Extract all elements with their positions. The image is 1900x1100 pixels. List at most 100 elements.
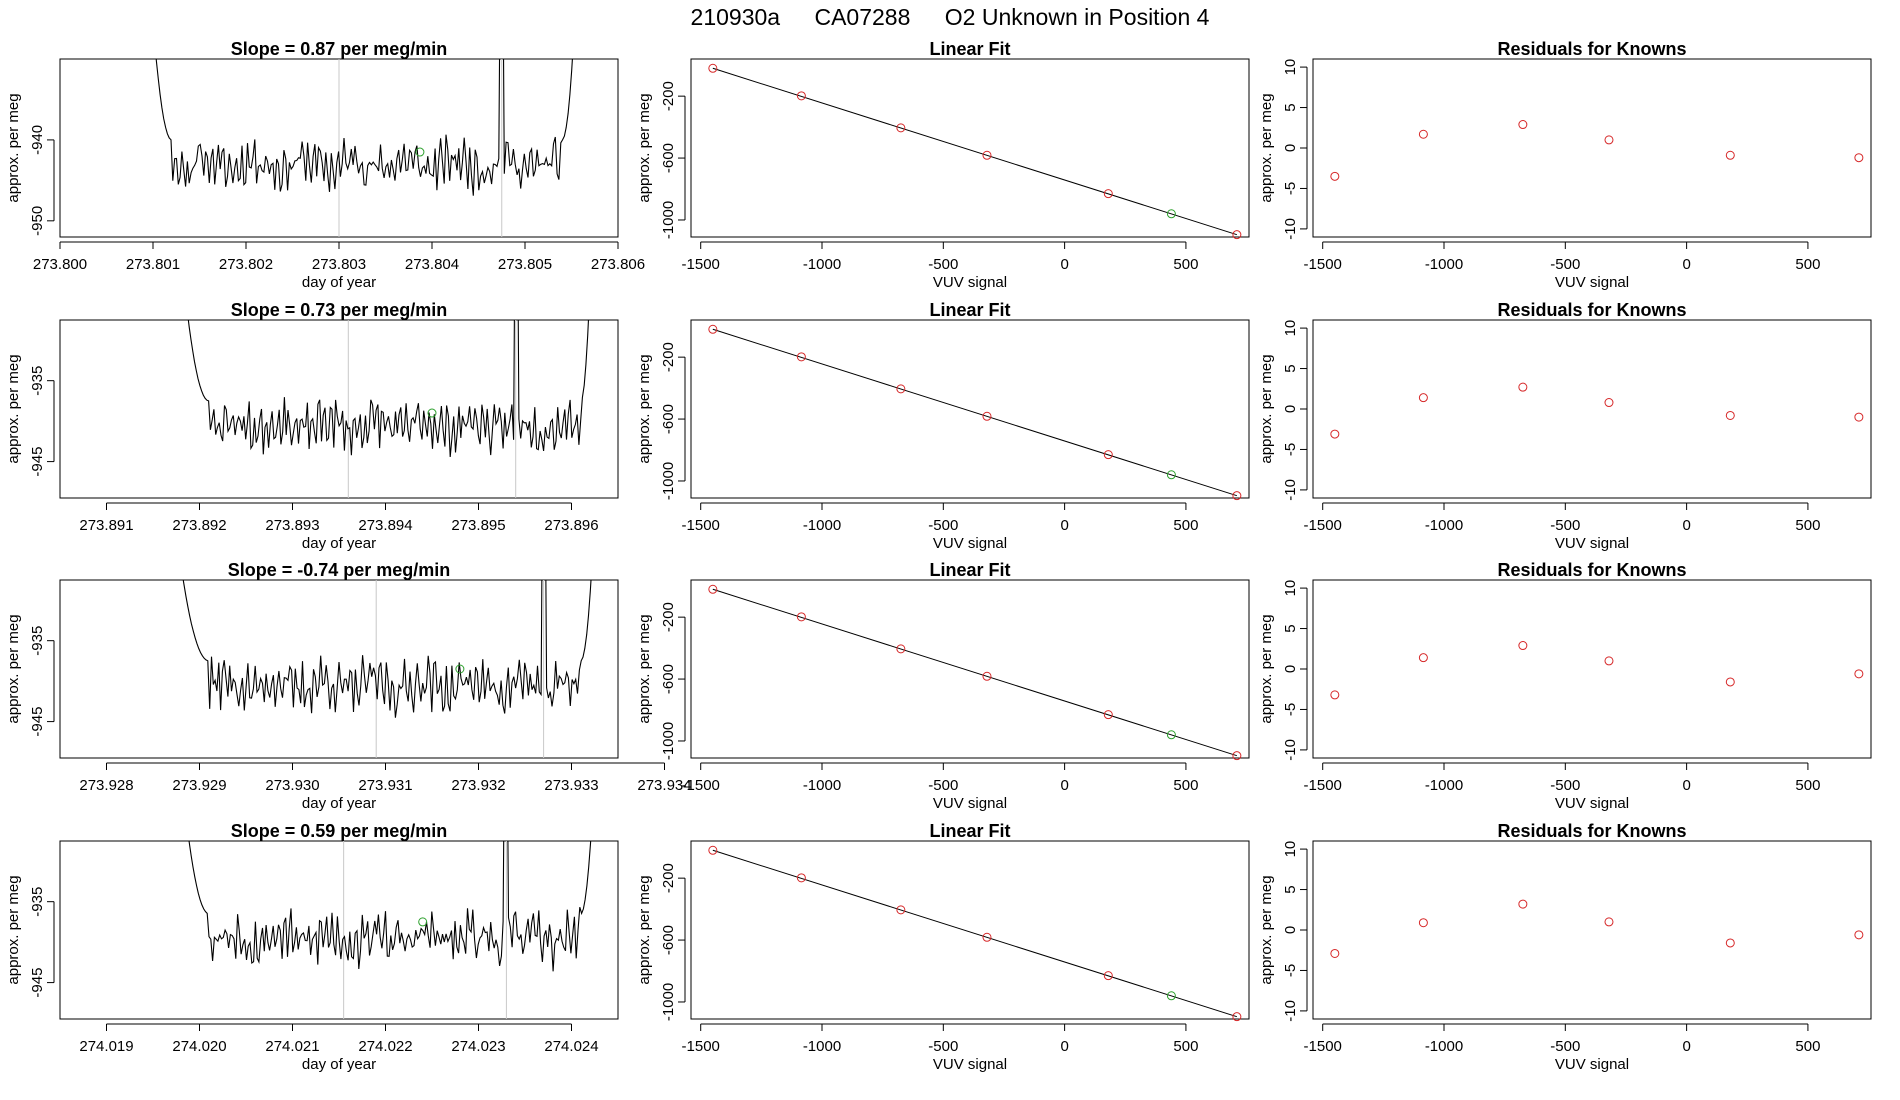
fit-row-3-known-point xyxy=(708,584,718,594)
fit-row-3-fit-line xyxy=(712,588,1238,757)
fit-row-4-known-point xyxy=(1103,971,1113,981)
resid-row-2-y-tick-label: 10 xyxy=(1282,320,1299,337)
run-id: 210930a xyxy=(690,4,781,30)
fit-row-3-y-tick-label: -200 xyxy=(660,602,677,632)
resid-row-1-residual-point xyxy=(1418,129,1428,139)
resid-row-3-title: Residuals for Knowns xyxy=(1497,560,1686,580)
fit-row-4-y-tick-label: -200 xyxy=(660,863,677,893)
resid-row-2-residual-point xyxy=(1604,398,1614,408)
fit-row-4-x-tick-label: -500 xyxy=(928,1038,958,1055)
trace-row-4-y-tick-label: -935 xyxy=(29,887,46,917)
trace-row-1-x-tick-label: 273.804 xyxy=(405,256,459,273)
fit-row-4-known-point xyxy=(896,905,906,915)
trace-row-4-x-tick-label: 274.021 xyxy=(265,1038,319,1055)
resid-row-4-plot-frame xyxy=(1312,840,1872,1020)
trace-row-1: Slope = 0.87 per meg/min day of year appro… xyxy=(5,39,645,291)
trace-row-4-x-tick-label: 274.022 xyxy=(358,1038,412,1055)
resid-row-4-x-tick-label: -1000 xyxy=(1425,1038,1463,1055)
fit-row-4-plot-frame xyxy=(690,840,1250,1020)
resid-row-2-y-tick-label: 0 xyxy=(1282,405,1299,413)
fit-row-2-y-tick-label: -1000 xyxy=(660,462,677,500)
trace-row-2-plot-frame xyxy=(59,319,619,499)
fit-row-1-known-point xyxy=(708,63,718,73)
fit-row-1-y-tick-label: -1000 xyxy=(660,201,677,239)
resid-row-1-title: Residuals for Knowns xyxy=(1497,39,1686,59)
resid-row-3-x-tick-label: 0 xyxy=(1682,777,1690,794)
resid-row-1-x-tick-label: 0 xyxy=(1682,256,1690,273)
fit-row-4-unknown-point xyxy=(1166,991,1176,1001)
fit-row-1-y-tick-label: -200 xyxy=(660,81,677,111)
fit-row-2-y-tick-label: -600 xyxy=(660,404,677,434)
trace-row-1-unknown-point xyxy=(415,147,425,157)
fit-row-3-known-point xyxy=(896,644,906,654)
fit-row-1-known-point xyxy=(796,91,806,101)
resid-row-4-residual-point xyxy=(1604,917,1614,927)
trace-row-4-trace-line xyxy=(188,841,592,972)
fit-row-4-title: Linear Fit xyxy=(929,821,1010,841)
fit-row-2-known-point xyxy=(1232,491,1242,501)
trace-row-1-x-tick-label: 273.802 xyxy=(219,256,273,273)
resid-row-2-x-tick-label: -1500 xyxy=(1304,517,1342,534)
resid-row-3-y-axis-label: approx. per meg xyxy=(1258,614,1275,723)
resid-row-4-y-tick-label: 0 xyxy=(1282,926,1299,934)
trace-row-3-y-axis-label: approx. per meg xyxy=(5,614,22,723)
resid-row-1-y-tick-label: -5 xyxy=(1282,182,1299,195)
resid-row-2-x-tick-label: -1000 xyxy=(1425,517,1463,534)
resid-row-4-y-tick-label: -5 xyxy=(1282,964,1299,977)
trace-row-2-x-tick-label: 273.892 xyxy=(172,517,226,534)
fit-row-1-known-point xyxy=(1103,189,1113,199)
resid-row-1-y-tick-label: 10 xyxy=(1282,59,1299,76)
trace-row-1-x-tick-label: 273.806 xyxy=(591,256,645,273)
trace-row-1-title: Slope = 0.87 per meg/min xyxy=(231,39,448,59)
trace-row-3-x-tick-label: 273.933 xyxy=(544,777,598,794)
fit-row-2-x-tick-label: -1000 xyxy=(803,517,841,534)
fit-row-1: Linear Fit VUV signal approx. per meg -1500… xyxy=(636,39,1250,291)
resid-row-2-x-tick-label: 500 xyxy=(1795,517,1820,534)
fit-row-2-x-axis-label: VUV signal xyxy=(933,535,1007,552)
trace-row-2-unknown-point xyxy=(427,408,437,418)
fit-row-1-title: Linear Fit xyxy=(929,39,1010,59)
trace-row-3-x-axis-label: day of year xyxy=(302,795,376,812)
resid-row-4-residual-point xyxy=(1418,918,1428,928)
resid-row-3-x-tick-label: -500 xyxy=(1550,777,1580,794)
fit-row-1-x-tick-label: 500 xyxy=(1173,256,1198,273)
trace-row-4: Slope = 0.59 per meg/min day of year appro… xyxy=(5,821,619,1073)
trace-row-3-x-tick-label: 273.930 xyxy=(265,777,319,794)
trace-row-1-y-tick-label: -940 xyxy=(29,125,46,155)
resid-row-1-residual-point xyxy=(1330,171,1340,181)
fit-row-4-known-point xyxy=(982,932,992,942)
fit-row-2-fit-line xyxy=(712,328,1238,497)
resid-row-3-x-tick-label: 500 xyxy=(1795,777,1820,794)
resid-row-1-y-tick-label: -10 xyxy=(1282,218,1299,240)
trace-row-1-x-tick-label: 273.800 xyxy=(33,256,87,273)
trace-row-2-trace-line xyxy=(187,320,589,458)
trace-row-2-x-tick-label: 273.891 xyxy=(79,517,133,534)
trace-row-1-x-tick-label: 273.805 xyxy=(498,256,552,273)
fit-row-2: Linear Fit VUV signal approx. per meg -1500… xyxy=(636,300,1250,552)
trace-row-2-y-axis-label: approx. per meg xyxy=(5,354,22,463)
trace-row-4-x-axis-label: day of year xyxy=(302,1056,376,1073)
trace-row-3-trace-line xyxy=(182,580,592,718)
resid-row-1-x-tick-label: -1000 xyxy=(1425,256,1463,273)
fit-row-2-known-point xyxy=(896,384,906,394)
resid-row-4-y-tick-label: 10 xyxy=(1282,841,1299,858)
trace-row-2-y-tick-label: -935 xyxy=(29,366,46,396)
fit-row-1-x-tick-label: -500 xyxy=(928,256,958,273)
fit-row-2-y-tick-label: -200 xyxy=(660,342,677,372)
fit-row-4-x-tick-label: -1500 xyxy=(682,1038,720,1055)
trace-row-4-x-tick-label: 274.023 xyxy=(451,1038,505,1055)
fit-row-2-known-point xyxy=(982,411,992,421)
fit-row-3-x-tick-label: -1000 xyxy=(803,777,841,794)
fit-row-2-x-tick-label: -1500 xyxy=(682,517,720,534)
fit-row-3-x-tick-label: 0 xyxy=(1060,777,1068,794)
fit-row-1-unknown-point xyxy=(1166,209,1176,219)
fit-row-1-fit-line xyxy=(712,67,1238,236)
trace-row-1-trace-line xyxy=(155,59,573,196)
fit-row-1-known-point xyxy=(982,150,992,160)
fit-row-3-x-axis-label: VUV signal xyxy=(933,795,1007,812)
resid-row-2-plot-frame xyxy=(1312,319,1872,499)
resid-row-3-x-tick-label: -1000 xyxy=(1425,777,1463,794)
resid-row-3-x-axis-label: VUV signal xyxy=(1555,795,1629,812)
